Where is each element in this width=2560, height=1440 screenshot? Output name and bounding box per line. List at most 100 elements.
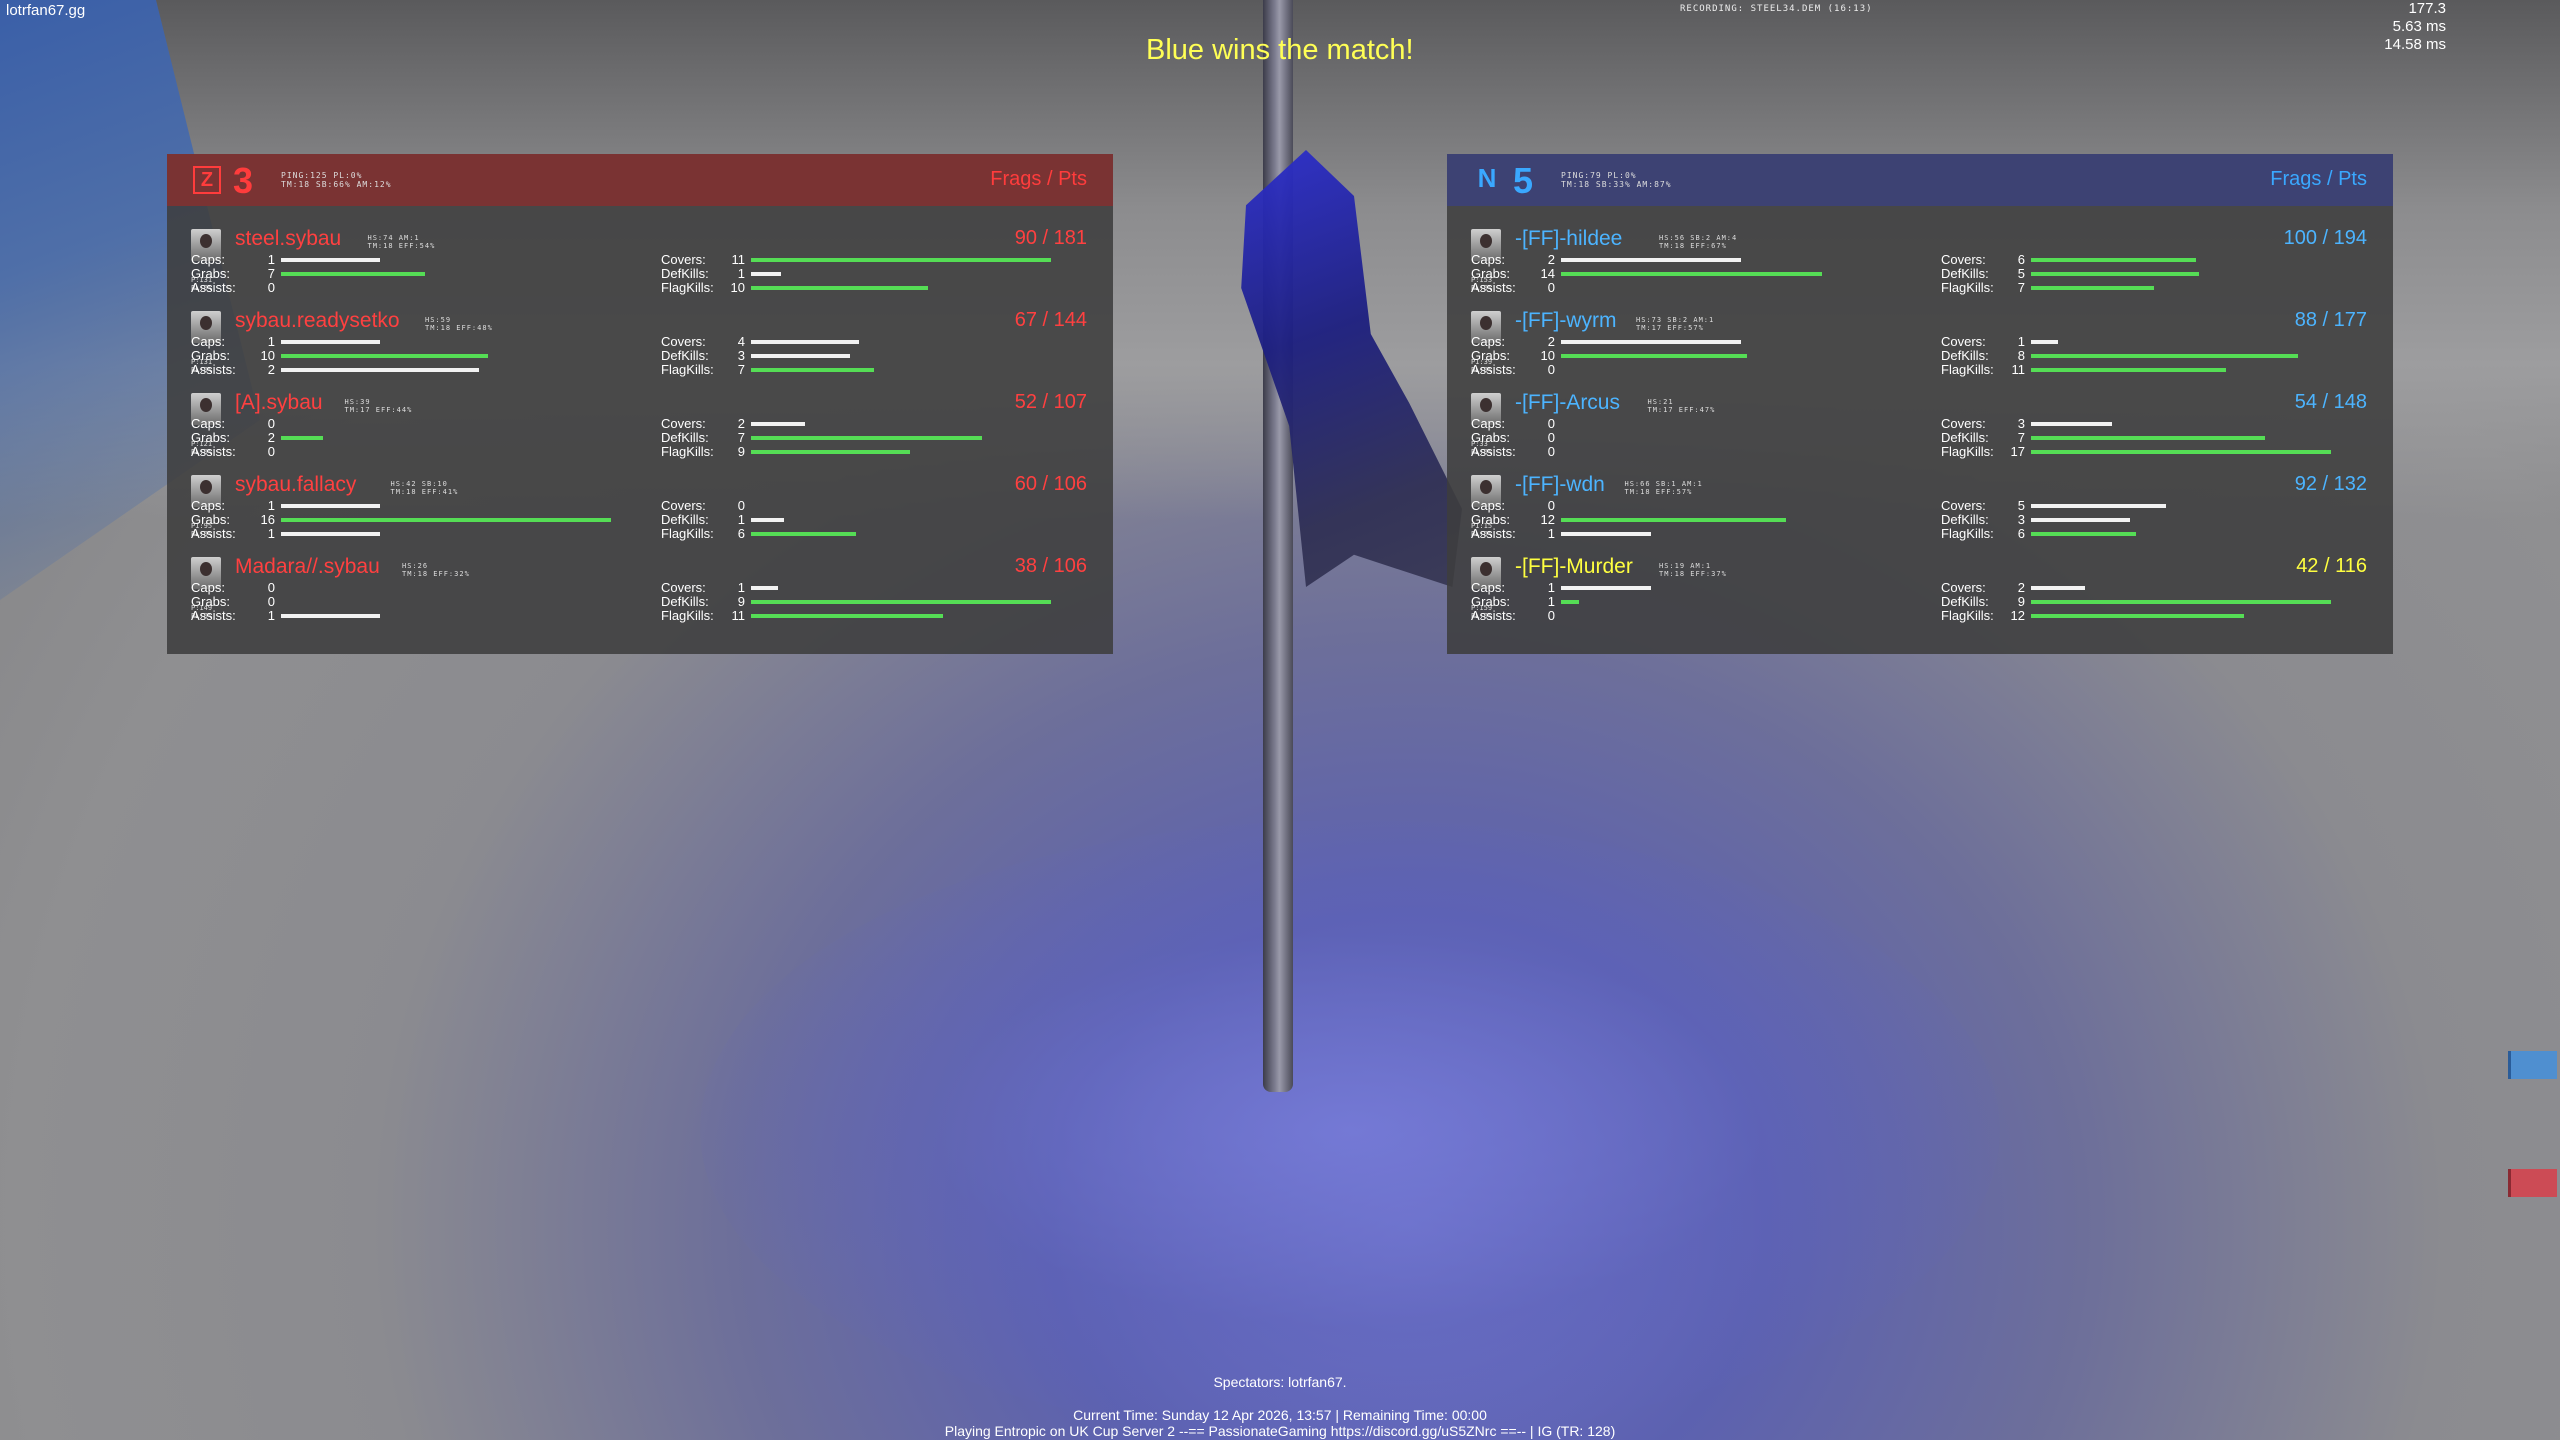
stat-bar-defkills bbox=[2031, 354, 2298, 358]
stat-bar-flagkills bbox=[2031, 614, 2244, 618]
match-result-banner: Blue wins the match! bbox=[1146, 34, 1414, 66]
player-meta: HS:42 SB:10 TM:18 EFF:41% bbox=[391, 480, 459, 496]
stat-label-flagkills: FlagKills: bbox=[661, 444, 714, 459]
stat-bar-defkills bbox=[751, 272, 781, 276]
stat-label-assists: Assists: bbox=[1471, 280, 1516, 295]
stat-value-defkills: 7 bbox=[737, 430, 745, 445]
stat-value-caps: 1 bbox=[267, 252, 275, 267]
player-connection: P:131 PL:0% bbox=[191, 276, 212, 292]
stat-value-assists: 1 bbox=[267, 608, 275, 623]
stat-label-assists: Assists: bbox=[1471, 444, 1516, 459]
stat-label-grabs: Grabs: bbox=[191, 594, 231, 609]
stat-value-caps: 0 bbox=[1547, 498, 1555, 513]
red-flag-status-icon bbox=[2508, 1169, 2557, 1197]
player-row: P:159 PL:0% -[FF]-Murder HS:19 AM:1 TM:18 EF… bbox=[1447, 555, 2393, 639]
stat-value-covers: 3 bbox=[2017, 416, 2025, 431]
stat-value-flagkills: 6 bbox=[737, 526, 745, 541]
stat-value-assists: 0 bbox=[1547, 608, 1555, 623]
stat-bar-caps bbox=[281, 504, 380, 508]
player-avatar-icon bbox=[191, 475, 221, 507]
stat-label-caps: Caps: bbox=[191, 580, 225, 595]
stat-label-flagkills: FlagKills: bbox=[661, 608, 714, 623]
player-meta: HS:39 TM:17 EFF:44% bbox=[345, 398, 413, 414]
player-name: -[FF]-wdn bbox=[1515, 473, 1605, 496]
stat-bar-caps bbox=[281, 258, 380, 262]
player-frags-points: 100 / 194 bbox=[2283, 227, 2367, 249]
player-frags-points: 67 / 144 bbox=[1014, 309, 1087, 331]
stat-label-grabs: Grabs: bbox=[1471, 594, 1511, 609]
stat-value-grabs: 7 bbox=[267, 266, 275, 281]
stat-bar-covers bbox=[751, 422, 805, 426]
player-row: P:153 PL:0% -[FF]-hildee HS:56 SB:2 AM:4 TM:… bbox=[1447, 227, 2393, 311]
stat-value-defkills: 3 bbox=[2017, 512, 2025, 527]
player-packetloss: PL:0% bbox=[191, 284, 213, 292]
player-meta-line2: TM:17 EFF:57% bbox=[1636, 324, 1704, 332]
stat-value-defkills: 5 bbox=[2017, 266, 2025, 281]
stat-bar-caps bbox=[1561, 586, 1651, 590]
player-avatar-icon bbox=[1471, 311, 1501, 343]
player-meta: HS:21 TM:17 EFF:47% bbox=[1648, 398, 1716, 414]
stat-value-grabs: 0 bbox=[1547, 430, 1555, 445]
player-name: sybau.readysetko bbox=[235, 309, 400, 332]
blue-team-info-line1: PING:79 PL:0% bbox=[1561, 171, 1637, 180]
stat-label-flagkills: FlagKills: bbox=[661, 280, 714, 295]
stat-value-covers: 2 bbox=[737, 416, 745, 431]
stat-label-covers: Covers: bbox=[661, 498, 706, 513]
stat-bar-grabs bbox=[281, 436, 323, 440]
player-meta-line2: TM:18 EFF:37% bbox=[1659, 570, 1727, 578]
player-meta-line2: TM:18 EFF:67% bbox=[1659, 242, 1727, 250]
player-connection: PI:15 PL:0% bbox=[1471, 522, 1492, 538]
player-connection: P:159 PL:0% bbox=[1471, 604, 1492, 620]
stat-value-caps: 1 bbox=[1547, 580, 1555, 595]
stat-value-covers: 6 bbox=[2017, 252, 2025, 267]
player-meta-line1: HS:21 bbox=[1647, 398, 1674, 406]
blue-flag-status-icon bbox=[2508, 1051, 2557, 1079]
stat-value-grabs: 2 bbox=[267, 430, 275, 445]
player-meta: HS:74 AM:1 TM:18 EFF:54% bbox=[368, 234, 436, 250]
stat-label-grabs: Grabs: bbox=[191, 430, 231, 445]
stat-label-grabs: Grabs: bbox=[191, 512, 231, 527]
stat-value-caps: 0 bbox=[1547, 416, 1555, 431]
stat-value-caps: 0 bbox=[267, 580, 275, 595]
stat-label-caps: Caps: bbox=[1471, 580, 1505, 595]
stat-bar-covers bbox=[2031, 422, 2112, 426]
stat-label-caps: Caps: bbox=[1471, 252, 1505, 267]
stat-value-grabs: 16 bbox=[260, 512, 275, 527]
flag-pole bbox=[1263, 0, 1293, 1092]
stat-value-defkills: 1 bbox=[737, 512, 745, 527]
player-meta: HS:56 SB:2 AM:4 TM:18 EFF:67% bbox=[1659, 234, 1737, 250]
stat-label-covers: Covers: bbox=[1941, 334, 1986, 349]
stat-bar-assists bbox=[281, 614, 380, 618]
player-meta-line2: TM:18 EFF:41% bbox=[390, 488, 459, 496]
player-frags-points: 42 / 116 bbox=[2296, 555, 2367, 577]
stat-value-covers: 4 bbox=[737, 334, 745, 349]
player-connection: P:131 PL:0% bbox=[191, 358, 212, 374]
stat-value-defkills: 9 bbox=[737, 594, 745, 609]
perf-stats: 177.3 5.63 ms 14.58 ms bbox=[2384, 0, 2446, 54]
stat-label-defkills: DefKills: bbox=[661, 348, 709, 363]
stat-label-defkills: DefKills: bbox=[1941, 430, 1989, 445]
stat-value-caps: 2 bbox=[1547, 334, 1555, 349]
player-meta-line2: TM:18 EFF:32% bbox=[402, 570, 470, 578]
stat-value-assists: 1 bbox=[1547, 526, 1555, 541]
stat-bar-grabs bbox=[1561, 518, 1786, 522]
stat-label-covers: Covers: bbox=[661, 580, 706, 595]
stat-bar-grabs bbox=[281, 518, 611, 522]
stat-label-covers: Covers: bbox=[1941, 580, 1986, 595]
stat-label-assists: Assists: bbox=[1471, 362, 1516, 377]
player-row: PI:95 PL:0% sybau.fallacy HS:42 SB:10 TM:18 … bbox=[167, 473, 1113, 557]
stat-value-assists: 2 bbox=[267, 362, 275, 377]
player-avatar-icon bbox=[191, 311, 221, 343]
stat-value-covers: 1 bbox=[2017, 334, 2025, 349]
stat-value-flagkills: 10 bbox=[730, 280, 745, 295]
ping-readout-1: 5.63 ms bbox=[2392, 18, 2446, 35]
player-meta: HS:66 SB:1 AM:1 TM:18 EFF:57% bbox=[1625, 480, 1703, 496]
stat-value-flagkills: 11 bbox=[731, 608, 746, 623]
player-ping: P:159 bbox=[1471, 604, 1493, 612]
stat-value-caps: 0 bbox=[267, 416, 275, 431]
stat-label-caps: Caps: bbox=[191, 416, 225, 431]
stat-value-flagkills: 17 bbox=[2010, 444, 2025, 459]
player-meta-line1: HS:39 bbox=[344, 398, 371, 406]
stat-value-grabs: 10 bbox=[260, 348, 275, 363]
stat-label-grabs: Grabs: bbox=[1471, 266, 1511, 281]
